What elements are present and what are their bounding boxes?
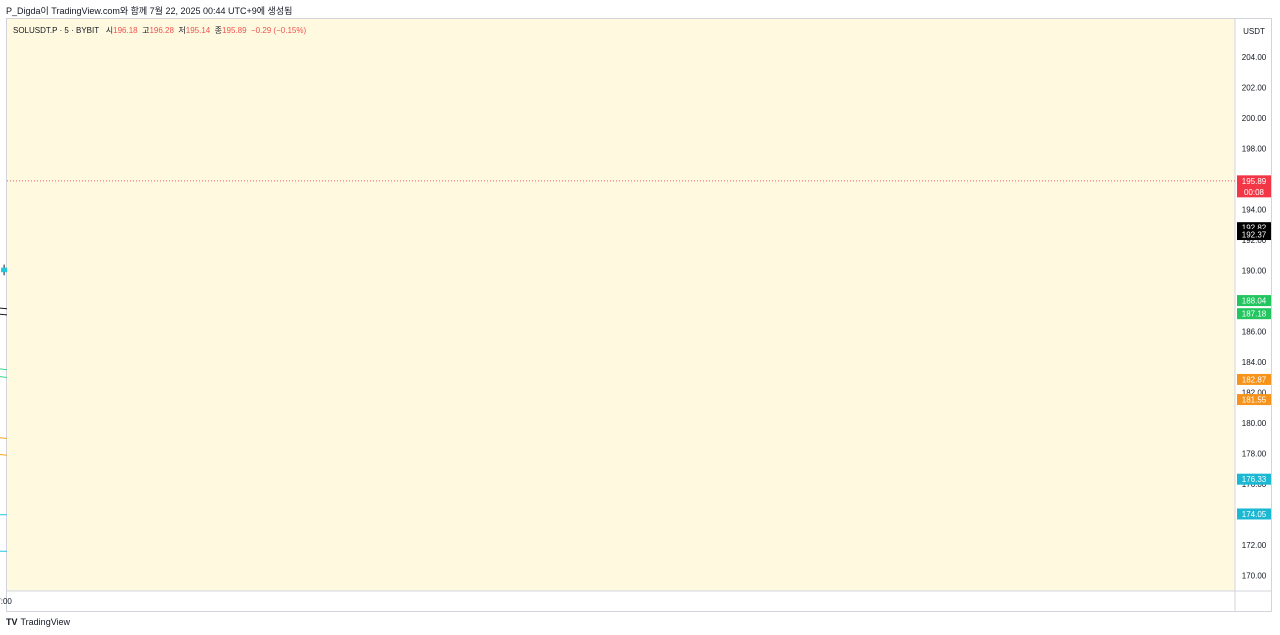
low-value: 195.14 (185, 26, 211, 35)
low-label: 저 (178, 26, 186, 35)
indicator-line-5 (0, 437, 8, 439)
y-tick-label: 184.00 (1242, 358, 1267, 367)
price-tag: 192.37 (1242, 231, 1267, 240)
indicator-line-1 (0, 307, 8, 310)
high-value: 196.28 (149, 26, 174, 35)
price-tag: 174.05 (1242, 510, 1267, 519)
chart-caption: P_Digda이 TradingView.com와 함께 7월 22, 2025… (6, 6, 293, 16)
y-tick-label: 202.00 (1242, 84, 1267, 93)
y-tick-label: 182.00 (1242, 389, 1267, 398)
price-tag: 176.33 (1242, 475, 1267, 484)
currency-label: USDT (1243, 27, 1265, 36)
x-tick-label: 7:00 (0, 597, 12, 606)
y-tick-label: 176.00 (1242, 480, 1267, 489)
price-tag: 181.55 (1242, 396, 1267, 405)
candle (1, 264, 8, 276)
indicator-line-3 (0, 368, 8, 371)
ohlc-legend: SOLUSDT.P · 5 · BYBIT 시196.18 고196.28 저1… (13, 25, 306, 36)
y-tick-label: 190.00 (1242, 267, 1267, 276)
price-tag: 187.18 (1242, 310, 1267, 319)
y-tick-label: 178.00 (1242, 450, 1267, 459)
y-tick-label: 180.00 (1242, 419, 1267, 428)
indicator-line-8 (0, 550, 7, 552)
y-tick-label: 204.00 (1242, 53, 1267, 62)
price-tag-bg (1237, 222, 1271, 234)
price-tag-bg (1237, 394, 1271, 406)
change-value: −0.29 (−0.15%) (250, 26, 307, 35)
indicator-line-6 (0, 454, 8, 456)
y-tick-label: 170.00 (1242, 572, 1267, 581)
tradingview-logo-icon: TV (6, 617, 18, 627)
footer-brand: TV TradingView (6, 617, 70, 627)
brand-label: TradingView (20, 617, 71, 627)
price-tag: 188.04 (1242, 297, 1267, 306)
close-value: 195.89 (222, 26, 247, 35)
current-price-tag-countdown: 00:08 (1244, 188, 1265, 197)
y-tick-label: 194.00 (1242, 206, 1267, 215)
symbol-label[interactable]: SOLUSDT.P · 5 · BYBIT (13, 26, 100, 35)
price-tag: 192.82 (1242, 224, 1267, 233)
price-tag-bg (1237, 229, 1271, 241)
price-tag-bg (1237, 508, 1271, 520)
plot-area[interactable] (7, 19, 1235, 591)
current-price-tag-bg (1237, 175, 1271, 198)
indicator-line-7 (0, 514, 7, 516)
price-tag-bg (1237, 373, 1271, 385)
current-price-tag: 195.89 (1242, 177, 1267, 186)
high-label: 고 (142, 26, 150, 35)
open-value: 196.18 (113, 26, 138, 35)
y-tick-label: 192.00 (1242, 236, 1267, 245)
y-tick-label: 172.00 (1242, 541, 1267, 550)
y-tick-label: 186.00 (1242, 328, 1267, 337)
price-tag: 182.87 (1242, 375, 1267, 384)
y-tick-label: 198.00 (1242, 145, 1267, 154)
candle-body (1, 267, 8, 273)
price-tag-bg (1237, 473, 1271, 485)
price-tag-bg (1237, 308, 1271, 320)
open-label: 시 (105, 26, 114, 35)
close-label: 종 (214, 26, 223, 35)
y-tick-label: 200.00 (1242, 114, 1267, 123)
indicator-line-4 (0, 376, 8, 378)
price-tag-bg (1237, 295, 1271, 307)
